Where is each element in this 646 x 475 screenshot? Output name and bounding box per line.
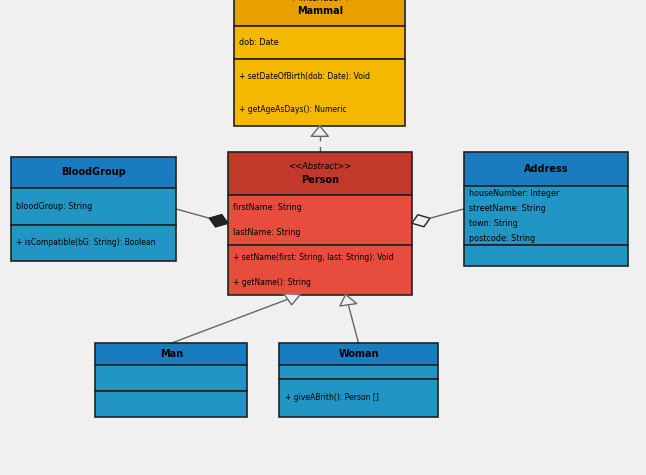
Text: + getName(): String: + getName(): String [233,277,311,286]
Text: + giveABrith(): Person []: + giveABrith(): Person [] [285,393,379,402]
Bar [464,246,628,266]
Text: + isCompatible(bG: String): Boolean: + isCompatible(bG: String): Boolean [16,238,156,247]
Text: <<Abstract>>: <<Abstract>> [288,162,351,171]
Bar [464,152,628,186]
Text: + getAgeAsDays(): Numeric: + getAgeAsDays(): Numeric [239,105,347,114]
Polygon shape [340,294,357,306]
Bar [280,343,438,365]
Bar [228,195,412,245]
Text: bloodGroup: String: bloodGroup: String [16,202,93,211]
Bar [96,391,247,417]
Bar [234,0,406,26]
Polygon shape [284,294,300,305]
Bar [11,157,176,188]
Text: dob: Date: dob: Date [239,38,279,47]
Bar [234,26,406,59]
Text: Person: Person [301,175,339,185]
Bar [280,365,438,379]
Polygon shape [311,126,328,136]
Text: Man: Man [160,349,183,359]
Text: Address: Address [524,164,568,174]
Bar [464,186,628,246]
Text: + setName(first: String, last: String): Void: + setName(first: String, last: String): … [233,253,393,262]
Text: Mammal: Mammal [297,6,343,16]
Text: + setDateOfBirth(dob: Date): Void: + setDateOfBirth(dob: Date): Void [239,72,370,80]
Text: streetName: String: streetName: String [469,204,545,213]
Text: lastName: String: lastName: String [233,228,300,237]
Text: <<Interface>>: <<Interface>> [287,0,353,3]
Text: BloodGroup: BloodGroup [61,167,126,178]
Bar [228,245,412,294]
Bar [280,379,438,417]
Polygon shape [209,215,228,227]
Bar [11,188,176,225]
Polygon shape [412,215,430,227]
Text: firstName: String: firstName: String [233,203,302,212]
Text: houseNumber: Integer: houseNumber: Integer [469,189,559,198]
Bar [234,59,406,126]
Text: postcode: String: postcode: String [469,234,535,243]
Text: town: String: town: String [469,219,517,228]
Bar [228,152,412,195]
Bar [96,343,247,365]
Bar [96,365,247,391]
Text: Woman: Woman [339,349,379,359]
Bar [11,225,176,261]
